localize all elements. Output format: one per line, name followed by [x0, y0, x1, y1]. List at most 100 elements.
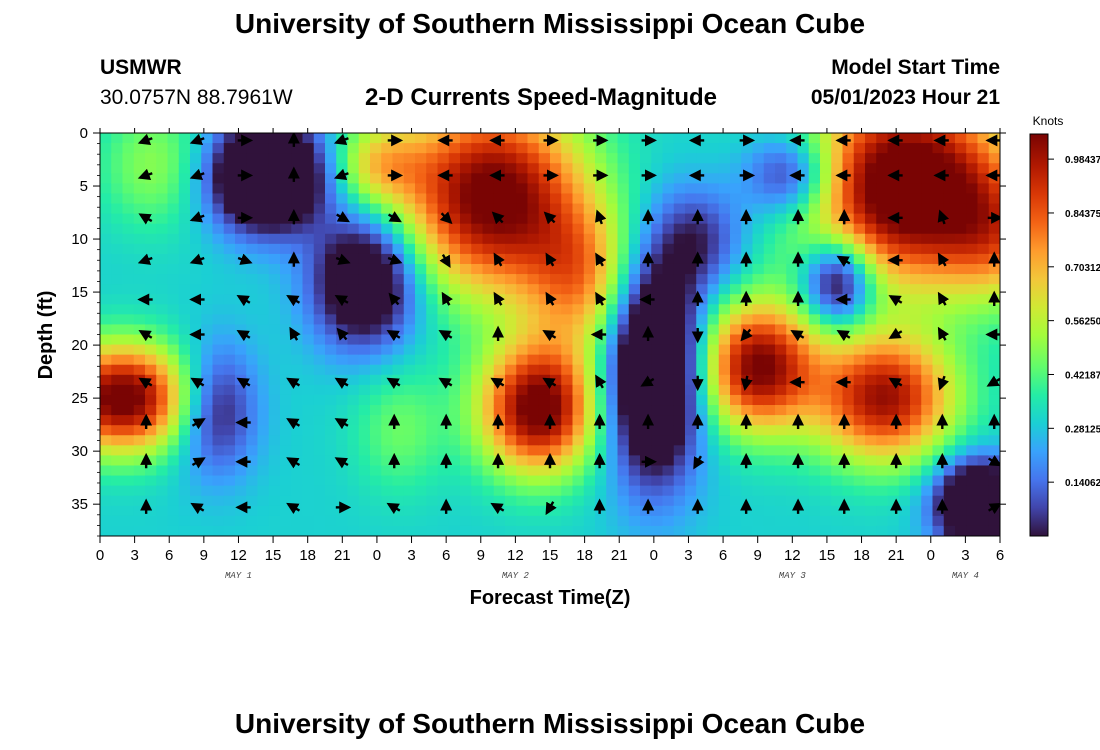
heatmap-cell	[572, 495, 585, 507]
heatmap-cell	[111, 374, 124, 386]
x-tick-label: 18	[299, 547, 316, 564]
heatmap-cell	[347, 183, 360, 195]
heatmap-cell	[482, 133, 495, 144]
heatmap-cell	[617, 314, 630, 326]
heatmap-cell	[325, 263, 337, 275]
heatmap-cell	[291, 475, 304, 487]
heatmap-cell	[820, 505, 832, 517]
heatmap-cell	[460, 374, 472, 386]
heatmap-cell	[212, 525, 225, 536]
heatmap-cell	[853, 515, 866, 527]
heatmap-cell	[808, 394, 821, 406]
heatmap-cell	[763, 344, 776, 356]
heatmap-cell	[910, 133, 922, 144]
heatmap-cell	[943, 223, 956, 235]
heatmap-cell	[448, 314, 461, 326]
heatmap-cell	[358, 485, 371, 497]
heatmap-cell	[358, 374, 371, 386]
heatmap-cell	[955, 455, 967, 467]
heatmap-cell	[426, 163, 439, 174]
heatmap-cell	[280, 193, 292, 205]
heatmap-cell	[955, 243, 967, 255]
heatmap-cell	[100, 505, 112, 517]
heatmap-cell	[730, 243, 742, 255]
heatmap-cell	[201, 253, 214, 265]
heatmap-cell	[651, 465, 664, 477]
heatmap-cell	[786, 153, 799, 164]
heatmap-cell	[775, 133, 787, 144]
heatmap-cell	[190, 384, 202, 396]
heatmap-cell	[595, 435, 607, 446]
heatmap-cell	[448, 203, 461, 215]
heatmap-cell	[178, 354, 191, 366]
heatmap-cell	[280, 203, 292, 215]
heatmap-cell	[358, 213, 371, 225]
heatmap-cell	[898, 223, 911, 235]
heatmap-cell	[910, 324, 922, 336]
heatmap-cell	[775, 405, 787, 416]
heatmap-cell	[741, 284, 754, 295]
heatmap-cell	[707, 274, 720, 285]
heatmap-cell	[820, 425, 832, 436]
heatmap-cell	[662, 314, 675, 326]
heatmap-cell	[505, 384, 517, 396]
heatmap-cell	[167, 384, 180, 396]
heatmap-cell	[336, 394, 349, 406]
heatmap-cell	[797, 374, 810, 386]
heatmap-cell	[853, 455, 866, 467]
heatmap-cell	[988, 465, 1000, 477]
heatmap-cell	[415, 405, 427, 416]
heatmap-cell	[775, 243, 787, 255]
heatmap-cell	[212, 425, 225, 436]
heatmap-cell	[381, 183, 394, 195]
heatmap-cell	[516, 415, 529, 426]
heatmap-cell	[752, 284, 765, 295]
heatmap-cell	[865, 374, 877, 386]
heatmap-cell	[415, 374, 427, 386]
heatmap-cell	[966, 223, 979, 235]
heatmap-cell	[201, 163, 214, 174]
heatmap-cell	[358, 475, 371, 487]
heatmap-cell	[617, 243, 630, 255]
heatmap-cell	[527, 153, 540, 164]
heatmap-cell	[527, 475, 540, 487]
heatmap-cell	[572, 384, 585, 396]
heatmap-cell	[223, 143, 236, 154]
heatmap-cell	[460, 243, 472, 255]
heatmap-cell	[268, 455, 281, 467]
heatmap-cell	[167, 394, 180, 406]
heatmap-cell	[561, 465, 574, 477]
heatmap-cell	[291, 304, 304, 315]
heatmap-cell	[291, 243, 304, 255]
heatmap-cell	[201, 455, 214, 467]
heatmap-cell	[561, 525, 574, 536]
heatmap-cell	[336, 163, 349, 174]
heatmap-cell	[133, 304, 146, 315]
heatmap-cell	[291, 364, 304, 376]
heatmap-cell	[932, 485, 945, 497]
heatmap-cell	[583, 143, 596, 154]
heatmap-cell	[246, 274, 259, 285]
heatmap-cell	[662, 394, 675, 406]
heatmap-cell	[358, 203, 371, 215]
heatmap-cell	[336, 143, 349, 154]
heatmap-cell	[167, 193, 180, 205]
heatmap-cell	[966, 525, 979, 536]
heatmap-cell	[302, 294, 315, 305]
heatmap-cell	[640, 485, 652, 497]
heatmap-cell	[336, 465, 349, 477]
heatmap-cell	[628, 233, 641, 245]
heatmap-cell	[988, 153, 1000, 164]
heatmap-cell	[246, 475, 259, 487]
heatmap-cell	[302, 384, 315, 396]
heatmap-cell	[932, 223, 945, 235]
heatmap-cell	[550, 374, 562, 386]
heatmap-cell	[685, 223, 697, 235]
heatmap-cell	[381, 133, 394, 144]
heatmap-cell	[291, 173, 304, 184]
heatmap-cell	[370, 284, 382, 295]
heatmap-cell	[707, 455, 720, 467]
heatmap-cell	[752, 384, 765, 396]
heatmap-cell	[313, 445, 326, 456]
heatmap-cell	[313, 253, 326, 265]
